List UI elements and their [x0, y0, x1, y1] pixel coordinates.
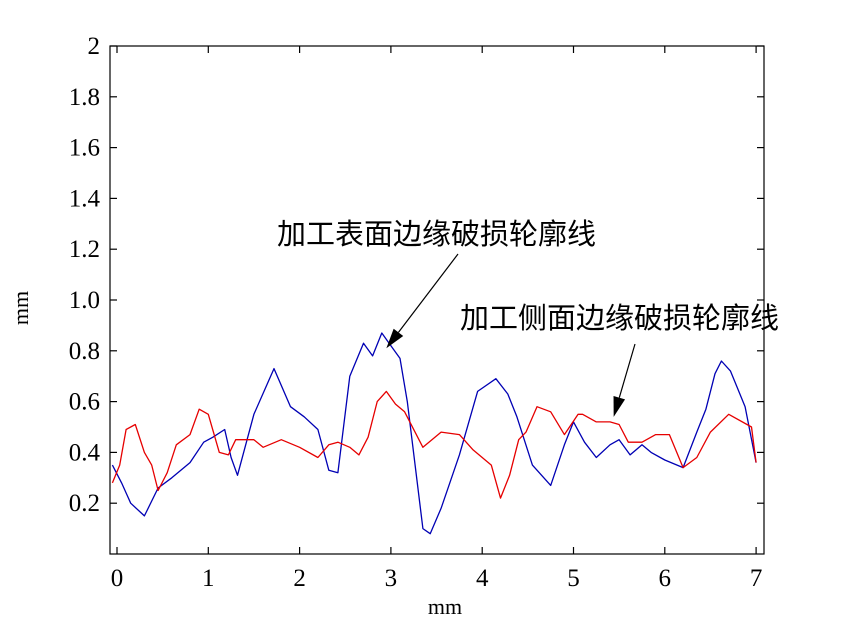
- y-axis-label: mm: [8, 291, 33, 325]
- x-tick-label: 2: [293, 565, 306, 592]
- y-tick-label: 1.4: [69, 185, 101, 212]
- annotation-arrow-line: [618, 343, 636, 398]
- y-tick-label: 1.6: [69, 135, 100, 162]
- series-layer: [111, 332, 757, 535]
- y-tick-label: 0.6: [69, 389, 100, 416]
- series-line-2: [111, 390, 757, 499]
- y-tick-labels: 0.2 0.4 0.6 0.8 1.0 1.2 1.4 1.6 1.8 2: [69, 33, 101, 517]
- annotation-arrow-head: [613, 395, 626, 417]
- y-tick-label: 0.8: [69, 338, 100, 365]
- x-tick-label: 7: [750, 565, 763, 592]
- y-tick-label: 1.0: [69, 287, 100, 314]
- x-tick-label: 1: [202, 565, 215, 592]
- x-tick-label: 5: [567, 565, 580, 592]
- x-tick-label: 4: [476, 565, 489, 592]
- annotation-surface-label: 加工表面边缘破损轮廓线: [277, 217, 596, 251]
- annotation-arrow-line: [397, 253, 459, 333]
- annotation-arrow-head: [386, 328, 404, 349]
- annotation-side-label: 加工侧面边缘破损轮廓线: [460, 301, 779, 335]
- y-tick-label: 2: [88, 33, 101, 60]
- y-tick-label: 1.2: [69, 236, 100, 263]
- y-tick-label: 0.2: [69, 490, 100, 517]
- x-tick-label: 3: [385, 565, 398, 592]
- x-tick-label: 6: [659, 565, 672, 592]
- annotation-layer: 加工表面边缘破损轮廓线 加工侧面边缘破损轮廓线: [277, 217, 779, 417]
- x-axis-label: mm: [428, 594, 462, 619]
- y-tick-label: 0.4: [69, 439, 101, 466]
- axis-ticks: [110, 45, 764, 554]
- plot-frame: [109, 45, 765, 555]
- x-tick-labels: 0 1 2 3 4 5 6 7: [111, 565, 763, 592]
- x-tick-label: 0: [111, 565, 124, 592]
- y-tick-label: 1.8: [69, 84, 100, 111]
- series-line-1: [111, 332, 757, 535]
